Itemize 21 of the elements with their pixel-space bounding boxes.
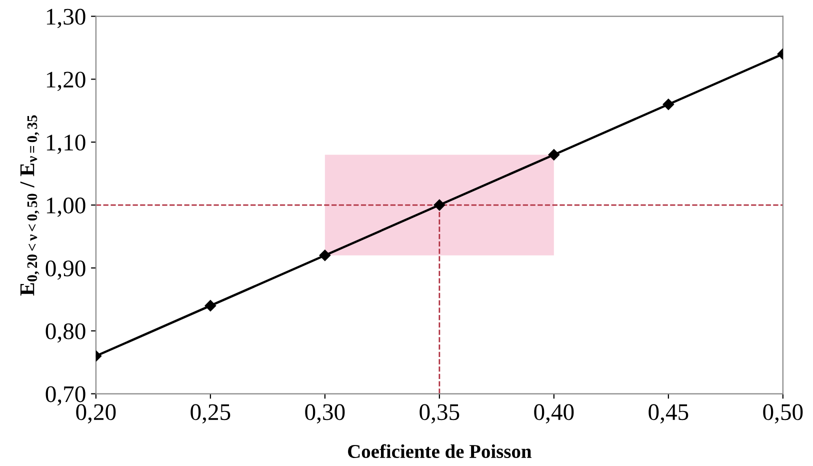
point xyxy=(319,250,331,261)
y-tick-label: 0,90 xyxy=(46,260,86,280)
y-tick-label: 1,00 xyxy=(46,198,86,217)
x-axis-title: Coeficiente de Poisson xyxy=(348,444,532,458)
point xyxy=(434,199,446,211)
x-tick-label: 0,45 xyxy=(648,404,688,424)
y-tick-label: 0,80 xyxy=(46,323,86,343)
point xyxy=(204,300,216,312)
y-tick-label: 1,20 xyxy=(46,72,86,92)
y-tick-label: 1,30 xyxy=(46,8,86,28)
y-axis-title: E$_{0,20<ν<0,50}$ / E$_{ν=0,35}$ xyxy=(20,115,40,296)
x-tick-label: 0,40 xyxy=(534,404,574,424)
x-tick-label: 0,50 xyxy=(763,404,803,424)
x-tick-label: 0,35 xyxy=(420,404,460,424)
x-tick-label: 0,25 xyxy=(190,404,230,424)
point xyxy=(662,98,674,110)
x-tick-label: 0,20 xyxy=(76,404,116,424)
point xyxy=(548,149,560,160)
x-tick-label: 0,30 xyxy=(305,404,345,424)
y-tick-label: 1,10 xyxy=(46,134,86,154)
y-tick-label: 0,70 xyxy=(46,386,86,406)
